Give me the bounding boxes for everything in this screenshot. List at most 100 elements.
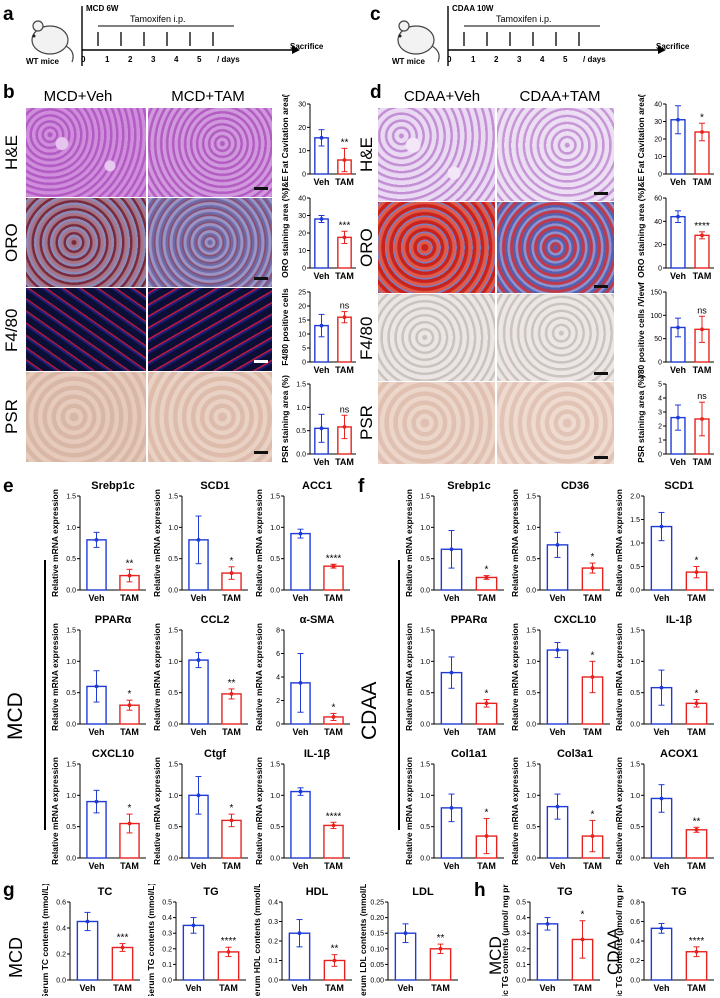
chart-f-acox1: ACOX1 Relative mRNA expression 0.0 0.5 1.0 1.… bbox=[614, 748, 714, 871]
x-tick-label: Veh bbox=[443, 861, 459, 871]
y-tick-label: 20 bbox=[298, 125, 306, 132]
data-point bbox=[555, 648, 560, 652]
timeline-a-diet: MCD 6W bbox=[86, 4, 119, 13]
x-tick-label: Veh bbox=[185, 983, 201, 993]
chart-f-cd36: CD36 Relative mRNA expression 0.0 0.5 1.0 1.5… bbox=[510, 480, 610, 603]
x-tick-label: Veh bbox=[88, 593, 104, 603]
significance-label: **** bbox=[689, 936, 705, 947]
y-tick-label: 0.0 bbox=[66, 722, 76, 729]
x-tick-label: TAM bbox=[219, 983, 238, 993]
y-tick-label: 3 bbox=[658, 410, 662, 417]
y-tick-label: 0.15 bbox=[370, 931, 384, 938]
bar-tam bbox=[685, 829, 708, 859]
y-tick-label: 1.5 bbox=[168, 762, 178, 769]
y-tick-label: 0.5 bbox=[66, 824, 76, 831]
y-tick-label: 1.5 bbox=[66, 494, 76, 501]
x-tick-label: TAM bbox=[113, 983, 132, 993]
y-tick-label: 20 bbox=[654, 242, 662, 249]
chart-title: CD36 bbox=[561, 480, 589, 492]
chart-title: ACC1 bbox=[302, 480, 332, 492]
x-tick-label: TAM bbox=[687, 593, 706, 603]
x-tick-label: TAM bbox=[324, 861, 343, 871]
panel-letter-b: b bbox=[3, 82, 15, 103]
data-point bbox=[694, 570, 699, 575]
y-tick-label: 1.0 bbox=[526, 525, 536, 532]
x-tick-label: Veh bbox=[549, 861, 565, 871]
data-point bbox=[319, 135, 324, 140]
side-label-cdaa: CDAA bbox=[358, 681, 381, 740]
significance-label: * bbox=[485, 565, 489, 576]
y-axis-label: Relative mRNA expression bbox=[404, 623, 414, 731]
x-tick-label: Veh bbox=[88, 861, 104, 871]
data-point bbox=[94, 684, 99, 689]
y-tick-label: 0.00 bbox=[370, 978, 384, 985]
y-tick-label: 10 bbox=[298, 248, 306, 255]
panel-letter-e: e bbox=[3, 476, 14, 497]
y-axis-label: Relative mRNA expression bbox=[152, 489, 162, 597]
y-tick-label: 20 bbox=[298, 231, 306, 238]
bar-veh bbox=[650, 927, 673, 981]
tick: 5 bbox=[563, 55, 568, 64]
y-tick-label: 150 bbox=[650, 290, 662, 297]
significance-label: **** bbox=[326, 811, 342, 822]
chart-title: PPARα bbox=[95, 614, 132, 626]
data-point bbox=[298, 680, 303, 685]
x-tick-label: Veh bbox=[291, 983, 307, 993]
histology-d-row-psr: PSR bbox=[357, 405, 376, 441]
y-tick-label: 0.3 bbox=[162, 931, 172, 938]
side-label-mcd: MCD bbox=[4, 692, 27, 740]
scale-bar bbox=[254, 451, 268, 454]
data-point bbox=[229, 692, 234, 696]
x-tick-label: Veh bbox=[670, 365, 686, 375]
data-point bbox=[196, 537, 201, 542]
significance-label: **** bbox=[326, 553, 342, 564]
y-tick-label: 0.5 bbox=[526, 824, 536, 831]
y-tick-label: 20 bbox=[654, 137, 662, 144]
data-point bbox=[700, 130, 704, 134]
timeline-a-treatment: Tamoxifen i.p. bbox=[130, 14, 186, 24]
x-tick-label: TAM bbox=[687, 983, 706, 993]
data-point bbox=[331, 715, 336, 719]
timeline-a: MCD 6W Tamoxifen i.p. Sacrifice WT mice … bbox=[20, 2, 350, 80]
tick-unit: / days bbox=[583, 55, 606, 64]
y-tick-label: 1.5 bbox=[270, 494, 280, 501]
x-tick-label: Veh bbox=[539, 983, 555, 993]
micrograph-mcd-tam-psr bbox=[148, 372, 272, 462]
data-point bbox=[484, 701, 489, 706]
panel-letter-h: h bbox=[474, 880, 486, 901]
significance-label: * bbox=[332, 702, 336, 713]
x-tick-label: Veh bbox=[670, 271, 686, 281]
y-axis-label: Serum HDL contents (mmol/L) bbox=[252, 884, 262, 996]
x-tick-label: Veh bbox=[88, 727, 104, 737]
data-point bbox=[659, 926, 664, 931]
chart-title: Srebp1c bbox=[447, 480, 490, 492]
micrograph-mcd-tam-oro bbox=[148, 198, 272, 287]
y-tick-label: 0.20 bbox=[370, 915, 384, 922]
micrograph-cdaa-veh-he bbox=[378, 108, 495, 201]
y-axis-label: Relative mRNA expression bbox=[404, 757, 414, 865]
chart-e-ctgf: Ctgf Relative mRNA expression 0.0 0.5 1.0 1.5… bbox=[152, 748, 248, 871]
chart-f-col1a1: Col1a1 Relative mRNA expression 0.0 0.5 1.0 1… bbox=[404, 748, 504, 871]
y-tick-label: 0.5 bbox=[168, 556, 178, 563]
x-tick-label: TAM bbox=[222, 727, 241, 737]
histology-b-row-he: H&E bbox=[2, 135, 21, 171]
data-point bbox=[676, 117, 680, 122]
chart-title: IL-1β bbox=[304, 748, 331, 760]
y-tick-label: 0.0 bbox=[168, 856, 178, 863]
y-tick-label: 20 bbox=[298, 304, 306, 311]
chart-g-hdl: HDL Serum HDL contents (mmol/L) 0.0 0.1 0.2 0… bbox=[252, 884, 352, 996]
y-axis-label: Relative mRNA expression bbox=[510, 489, 520, 597]
y-axis-label: ORO staining area (%) bbox=[636, 188, 646, 278]
y-tick-label: 1.0 bbox=[630, 793, 640, 800]
y-axis-label: Relative mRNA expression bbox=[152, 623, 162, 731]
y-tick-label: 1.5 bbox=[420, 762, 430, 769]
histology-b-col-veh: MCD+Veh bbox=[43, 88, 113, 105]
y-tick-label: 1.0 bbox=[270, 525, 280, 532]
data-point bbox=[449, 670, 454, 675]
data-point bbox=[694, 949, 699, 954]
micrograph-mcd-tam-he bbox=[148, 108, 272, 197]
y-tick-label: 0.5 bbox=[526, 556, 536, 563]
timeline-c-diet: CDAA 10W bbox=[452, 4, 494, 13]
y-tick-label: 5 bbox=[302, 346, 306, 353]
x-tick-label: TAM bbox=[222, 861, 241, 871]
